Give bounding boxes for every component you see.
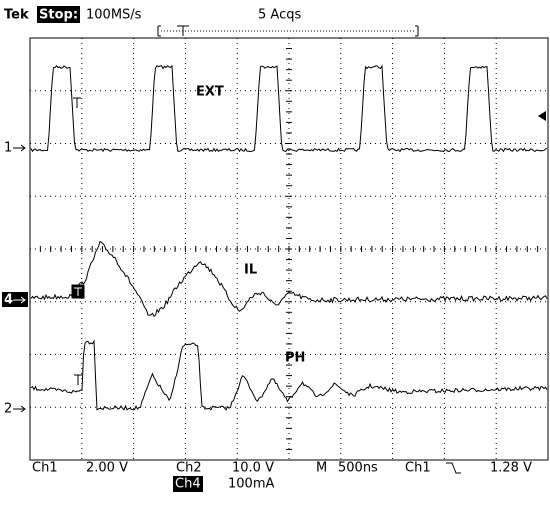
trigger-level-arrow xyxy=(538,111,546,121)
ch2-scale: 10.0 V xyxy=(232,461,274,476)
record-bracket xyxy=(157,25,419,37)
ch4-label: Ch4 xyxy=(175,477,201,492)
acquisitions: 5 Acqs xyxy=(258,8,301,23)
ph-label: PH xyxy=(285,351,305,366)
ch1-scale: 2.00 V xyxy=(86,461,128,476)
ph-trace xyxy=(30,339,548,411)
trigger-level: 1.28 V xyxy=(490,461,532,476)
trigger-slope xyxy=(446,462,461,474)
brand: Tek xyxy=(4,8,29,23)
ch1-label: Ch1 xyxy=(32,461,58,476)
ch2-arrow xyxy=(13,405,26,413)
ch4-arrow xyxy=(13,296,26,304)
ch2-marker: 2 xyxy=(4,402,12,417)
ch4-scale: 100mA xyxy=(228,477,274,492)
ch2-label: Ch2 xyxy=(176,461,202,476)
state: Stop: xyxy=(39,8,78,23)
il-trace xyxy=(30,240,548,317)
timebase: 500ns xyxy=(338,461,378,476)
timebase-label: M xyxy=(316,461,327,476)
il-label: IL xyxy=(244,263,257,278)
ch4-marker: 4 xyxy=(4,293,13,308)
sample-rate: 100MS/s xyxy=(86,8,142,23)
ext-trace xyxy=(30,64,548,153)
trigger-icons xyxy=(71,97,85,385)
trigger-source: Ch1 xyxy=(405,461,431,476)
state-box xyxy=(37,6,80,23)
ch1-arrow xyxy=(13,144,26,152)
screen-border xyxy=(29,37,549,461)
ext-label: EXT xyxy=(196,85,224,100)
ch4-label-box xyxy=(173,476,203,492)
graticule xyxy=(29,37,548,460)
ch1-marker: 1 xyxy=(4,141,12,156)
